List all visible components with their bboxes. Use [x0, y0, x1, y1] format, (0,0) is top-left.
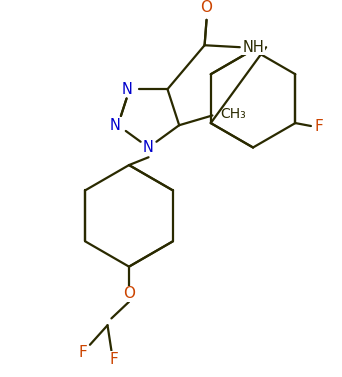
Text: F: F	[79, 345, 88, 360]
Text: F: F	[314, 118, 323, 133]
Text: N: N	[121, 82, 132, 97]
Text: O: O	[123, 287, 135, 302]
Text: NH: NH	[242, 40, 264, 55]
Text: O: O	[123, 287, 135, 302]
Text: F: F	[110, 352, 119, 367]
Text: CH₃: CH₃	[220, 106, 246, 121]
Text: N: N	[109, 118, 120, 133]
Text: N: N	[143, 140, 154, 155]
Text: O: O	[200, 0, 212, 15]
